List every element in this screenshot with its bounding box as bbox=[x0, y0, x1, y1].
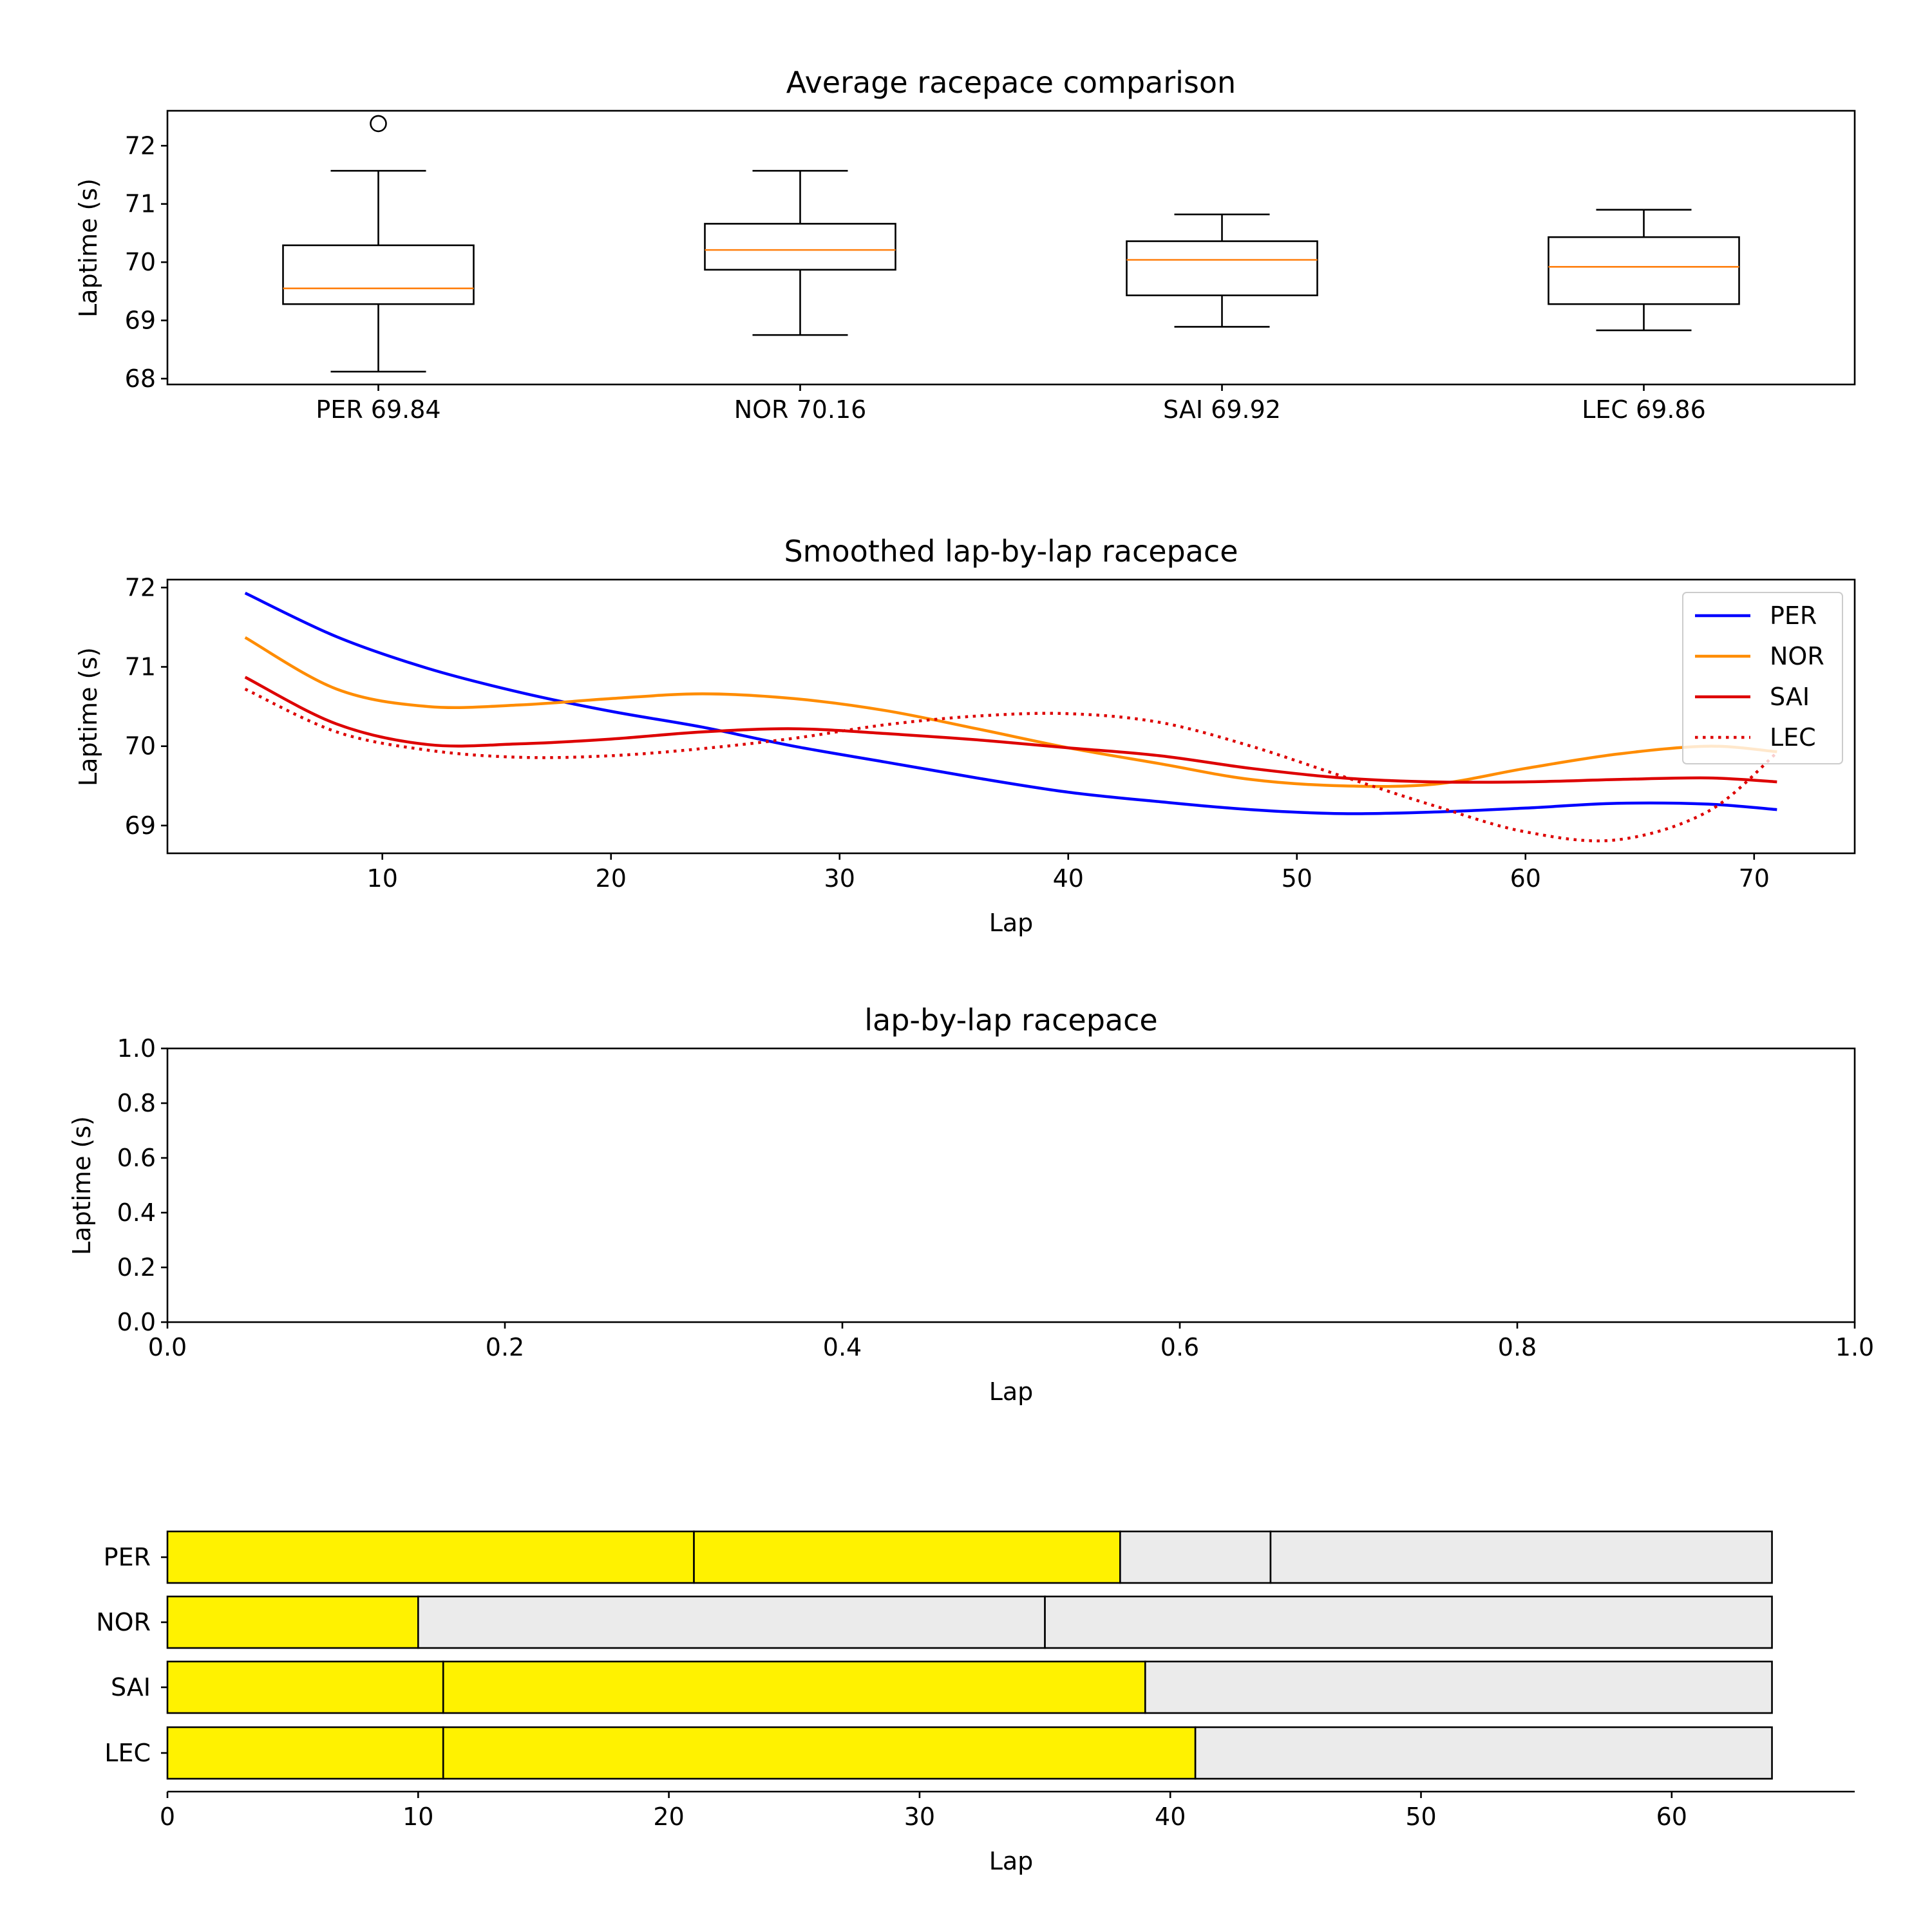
y-tick-label: 69 bbox=[125, 307, 156, 335]
x-tick-label: 20 bbox=[596, 864, 627, 893]
boxplot-xticks: PER 69.84 NOR 70.16 SAI 69.92 LEC 69.86 bbox=[316, 384, 1706, 424]
laps-frame bbox=[166, 1047, 1856, 1323]
y-tick-label: 72 bbox=[125, 573, 156, 601]
y-tick-label: 1.0 bbox=[117, 1034, 156, 1063]
box bbox=[1548, 236, 1740, 305]
laps-ylabel: Laptime (s) bbox=[68, 1116, 96, 1255]
boxplot-marks bbox=[282, 115, 1740, 373]
y-tick-label: 72 bbox=[125, 131, 156, 160]
y-tick-label: 69 bbox=[125, 811, 156, 840]
series-line-sai bbox=[244, 676, 1777, 784]
boxplot-yticks: 68 69 70 71 72 bbox=[125, 131, 167, 393]
x-tick-label: 60 bbox=[1656, 1803, 1687, 1831]
smoothed-title: Smoothed lap-by-lap racepace bbox=[784, 534, 1238, 569]
x-tick-label: 0.6 bbox=[1160, 1333, 1199, 1361]
boxplot-panel: Average racepace comparison Laptime (s) … bbox=[74, 65, 1856, 424]
legend-box bbox=[1682, 592, 1843, 764]
stint-yticks: PER NOR SAI LEC bbox=[96, 1543, 167, 1767]
smoothed-xticks: 10 20 30 40 50 60 70 bbox=[367, 853, 1770, 893]
y-tick-label: 70 bbox=[125, 248, 156, 276]
legend-label-per: PER bbox=[1770, 601, 1817, 630]
y-tick-label: 68 bbox=[125, 365, 156, 393]
x-tick-label: 60 bbox=[1510, 864, 1541, 893]
smoothed-frame bbox=[166, 578, 1856, 855]
smoothed-yticks: 69 70 71 72 bbox=[125, 573, 167, 840]
stint-bar-sai bbox=[166, 1660, 444, 1714]
series-line-nor bbox=[244, 636, 1777, 788]
y-tick-label: 0.8 bbox=[117, 1089, 156, 1117]
x-tick-label: 10 bbox=[367, 864, 398, 893]
x-tick-label: 20 bbox=[653, 1803, 684, 1831]
legend-label-sai: SAI bbox=[1770, 683, 1810, 711]
driver-label: LEC bbox=[104, 1739, 151, 1767]
stint-bar-per bbox=[693, 1530, 1121, 1584]
x-tick-label: 1.0 bbox=[1835, 1333, 1874, 1361]
driver-label: SAI bbox=[111, 1673, 151, 1701]
stint-bar-per bbox=[166, 1530, 695, 1584]
x-tick-label: 0.0 bbox=[148, 1333, 187, 1361]
stint-bar-nor bbox=[166, 1595, 419, 1649]
box bbox=[1126, 240, 1318, 296]
x-tick-label: 10 bbox=[402, 1803, 433, 1831]
stint-bar-per bbox=[1269, 1530, 1773, 1584]
laps-yticks: 0.0 0.2 0.4 0.6 0.8 1.0 bbox=[117, 1034, 167, 1336]
smoothed-ylabel: Laptime (s) bbox=[74, 647, 102, 786]
box bbox=[282, 244, 475, 305]
x-tick-label: 50 bbox=[1405, 1803, 1436, 1831]
boxplot-title: Average racepace comparison bbox=[786, 65, 1236, 100]
x-tick-label: 30 bbox=[904, 1803, 935, 1831]
smoothed-panel: Smoothed lap-by-lap racepace Laptime (s)… bbox=[74, 534, 1856, 937]
driver-label: PER bbox=[104, 1543, 151, 1571]
y-tick-label: 0.6 bbox=[117, 1144, 156, 1172]
stint-bar-lec bbox=[1194, 1726, 1773, 1780]
legend-label-nor: NOR bbox=[1770, 642, 1824, 670]
x-tick-label: 0.2 bbox=[486, 1333, 524, 1361]
stint-xlabel: Lap bbox=[989, 1847, 1034, 1875]
x-tick-label: PER 69.84 bbox=[316, 395, 440, 424]
x-tick-label: 40 bbox=[1053, 864, 1084, 893]
x-tick-label: 40 bbox=[1155, 1803, 1186, 1831]
stint-panel: Lap PER NOR SAI LEC 0 10 20 30 40 50 60 bbox=[96, 1530, 1855, 1875]
x-tick-label: 0.8 bbox=[1498, 1333, 1537, 1361]
series-line-per bbox=[244, 591, 1777, 815]
x-tick-label: 70 bbox=[1739, 864, 1770, 893]
stint-bar-lec bbox=[442, 1726, 1197, 1780]
stint-bar-sai bbox=[1144, 1660, 1773, 1714]
y-tick-label: 0.4 bbox=[117, 1198, 156, 1227]
y-tick-label: 70 bbox=[125, 732, 156, 761]
laps-panel: lap-by-lap racepace Laptime (s) Lap 0.00… bbox=[68, 1003, 1874, 1406]
x-tick-label: NOR 70.16 bbox=[734, 395, 867, 424]
x-tick-label: LEC 69.86 bbox=[1582, 395, 1706, 424]
stint-bar-lec bbox=[166, 1726, 444, 1780]
stint-xticks: 0 10 20 30 40 50 60 bbox=[160, 1792, 1687, 1831]
smoothed-xlabel: Lap bbox=[989, 909, 1034, 937]
boxplot-frame bbox=[166, 109, 1856, 386]
x-tick-label: 50 bbox=[1282, 864, 1312, 893]
laps-title: lap-by-lap racepace bbox=[864, 1003, 1157, 1037]
x-tick-label: SAI 69.92 bbox=[1163, 395, 1281, 424]
x-tick-label: 30 bbox=[824, 864, 855, 893]
box bbox=[704, 223, 896, 271]
driver-label: NOR bbox=[96, 1608, 151, 1636]
x-tick-label: 0.4 bbox=[823, 1333, 862, 1361]
smoothed-legend: PER NOR SAI LEC bbox=[1682, 592, 1843, 764]
stint-bar-nor bbox=[417, 1595, 1046, 1649]
y-tick-label: 71 bbox=[125, 653, 156, 681]
stint-bar-nor bbox=[1044, 1595, 1773, 1649]
boxplot-ylabel: Laptime (s) bbox=[74, 178, 102, 317]
x-tick-label: 0 bbox=[160, 1803, 175, 1831]
y-tick-label: 71 bbox=[125, 190, 156, 218]
y-tick-label: 0.2 bbox=[117, 1253, 156, 1282]
stint-bar-sai bbox=[442, 1660, 1146, 1714]
flier-point bbox=[370, 115, 387, 133]
laps-xlabel: Lap bbox=[989, 1378, 1034, 1406]
laps-xticks: 0.0 0.2 0.4 0.6 0.8 1.0 bbox=[148, 1322, 1874, 1361]
legend-label-lec: LEC bbox=[1770, 723, 1816, 752]
stint-bar-per bbox=[1119, 1530, 1272, 1584]
stint-bars bbox=[166, 1530, 1773, 1780]
smoothed-lines bbox=[244, 591, 1778, 842]
y-tick-label: 0.0 bbox=[117, 1308, 156, 1336]
